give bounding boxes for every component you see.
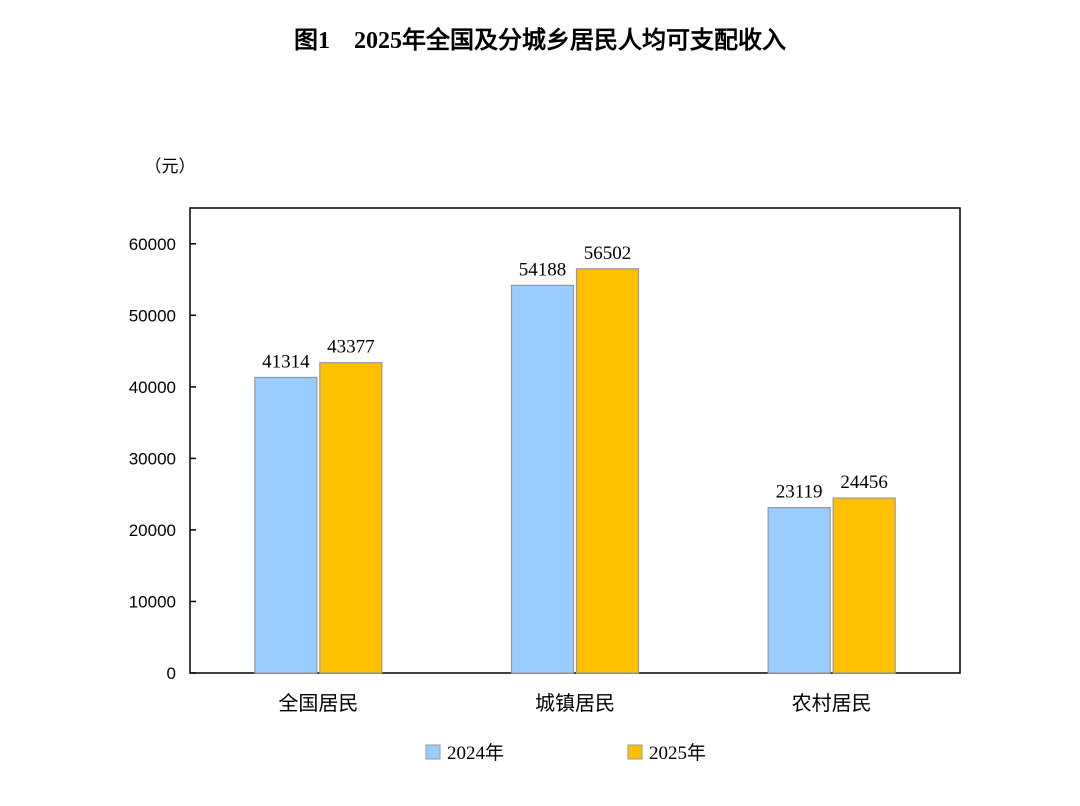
bar (832, 497, 896, 674)
data-label: 23119 (776, 482, 823, 503)
y-tick-label: 20000 (129, 521, 176, 540)
chart-title: 图1 2025年全国及分城乡居民人均可支配收入 (294, 26, 786, 54)
legend-swatch (425, 744, 441, 760)
y-tick-label: 0 (167, 664, 176, 683)
data-label: 54188 (519, 259, 567, 280)
data-label: 56502 (584, 243, 632, 264)
y-tick-label: 30000 (129, 449, 176, 468)
bar (319, 362, 383, 674)
x-tick-label: 城镇居民 (535, 692, 615, 715)
data-label: 43377 (327, 337, 375, 358)
x-tick-label: 全国居民 (278, 692, 358, 715)
y-tick-label: 10000 (129, 592, 176, 611)
y-tick-label: 60000 (129, 235, 176, 254)
legend-swatch (627, 744, 643, 760)
x-tick-label: 农村居民 (792, 692, 872, 715)
bar (510, 284, 575, 674)
legend-label: 2025年 (649, 742, 706, 764)
bar (254, 376, 318, 674)
data-label: 24456 (840, 472, 888, 493)
data-label: 41314 (262, 351, 310, 372)
y-tick-label: 50000 (129, 306, 176, 325)
bar (767, 507, 831, 674)
legend-label: 2024年 (447, 742, 504, 764)
y-tick-label: 40000 (129, 378, 176, 397)
plot-frame (189, 207, 961, 674)
y-axis-unit: （元） (145, 157, 196, 176)
bar (575, 268, 640, 674)
